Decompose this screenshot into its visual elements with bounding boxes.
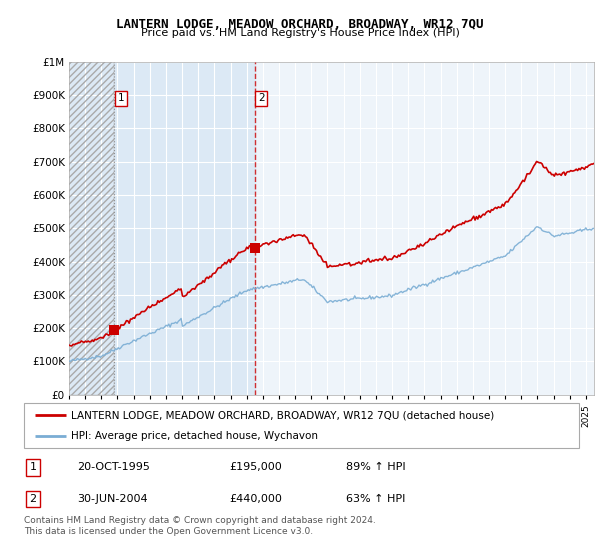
Text: Contains HM Land Registry data © Crown copyright and database right 2024.
This d: Contains HM Land Registry data © Crown c… (24, 516, 376, 536)
Text: 2: 2 (258, 94, 265, 103)
Text: 1: 1 (29, 463, 37, 473)
Text: LANTERN LODGE, MEADOW ORCHARD, BROADWAY, WR12 7QU: LANTERN LODGE, MEADOW ORCHARD, BROADWAY,… (116, 18, 484, 31)
Text: £195,000: £195,000 (229, 463, 282, 473)
Text: LANTERN LODGE, MEADOW ORCHARD, BROADWAY, WR12 7QU (detached house): LANTERN LODGE, MEADOW ORCHARD, BROADWAY,… (71, 410, 494, 421)
Text: HPI: Average price, detached house, Wychavon: HPI: Average price, detached house, Wych… (71, 431, 318, 441)
Text: 20-OCT-1995: 20-OCT-1995 (77, 463, 149, 473)
Text: 30-JUN-2004: 30-JUN-2004 (77, 494, 148, 504)
Text: 89% ↑ HPI: 89% ↑ HPI (346, 463, 406, 473)
Text: 2: 2 (29, 494, 37, 504)
FancyBboxPatch shape (24, 403, 579, 448)
Text: 63% ↑ HPI: 63% ↑ HPI (346, 494, 405, 504)
Text: Price paid vs. HM Land Registry's House Price Index (HPI): Price paid vs. HM Land Registry's House … (140, 28, 460, 38)
Bar (69, 62, 255, 395)
Text: £440,000: £440,000 (229, 494, 282, 504)
Text: 1: 1 (118, 94, 124, 103)
